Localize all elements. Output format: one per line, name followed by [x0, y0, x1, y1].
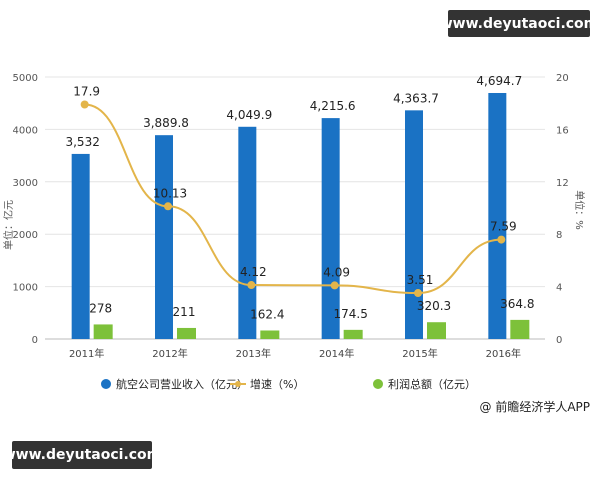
profit-bar [343, 329, 363, 339]
profit-bar [427, 322, 446, 339]
growth-label: 10.13 [153, 186, 187, 200]
watermark-top: www.deyutaoci.com [440, 10, 598, 37]
legend-growth: 增速（%） [250, 377, 304, 391]
y-right-tick: 4 [556, 283, 562, 294]
growth-point [247, 281, 256, 290]
revenue-label: 4,363.7 [393, 91, 439, 105]
credit-text: @ 前瞻经济学人APP [479, 400, 591, 414]
watermark-bottom: www.deyutaoci.com [3, 441, 161, 469]
profit-label: 364.8 [500, 297, 534, 311]
y-left-tick: 1000 [13, 283, 38, 294]
growth-point [330, 281, 339, 290]
legend-revenue-marker [101, 379, 111, 389]
y-left-tick: 5000 [13, 73, 38, 84]
profit-bar [93, 324, 113, 339]
legend-revenue: 航空公司营业收入（亿元） [116, 377, 248, 391]
y-right-tick: 8 [556, 230, 562, 241]
x-tick: 2016年 [486, 347, 521, 360]
growth-point [414, 289, 422, 298]
growth-point [164, 202, 172, 211]
x-tick: 2011年 [69, 347, 104, 360]
x-tick: 2013年 [236, 347, 271, 360]
y-right-label: 单位：% [573, 190, 586, 230]
profit-label: 211 [173, 305, 196, 319]
x-tick: 2014年 [319, 347, 354, 360]
growth-line [84, 103, 502, 295]
profit-label: 174.5 [333, 307, 367, 321]
legend-profit-marker [373, 379, 383, 389]
x-tick: 2012年 [152, 347, 187, 360]
profit-label: 278 [89, 301, 112, 315]
revenue-label: 3,889.8 [143, 116, 189, 130]
revenue-label: 4,049.9 [226, 108, 272, 122]
y-left-tick: 0 [32, 335, 38, 346]
y-right-tick: 12 [556, 178, 569, 189]
profit-label: 320.3 [417, 299, 451, 313]
revenue-bar [405, 110, 423, 339]
x-tick: 2015年 [402, 347, 437, 360]
revenue-bar [71, 153, 90, 339]
y-left-tick: 2000 [13, 230, 38, 241]
y-left-tick: 3000 [13, 178, 38, 189]
profit-bar [260, 330, 280, 339]
y-right-tick: 0 [556, 335, 562, 346]
growth-point [497, 235, 506, 244]
profit-label: 162.4 [250, 307, 284, 321]
revenue-bar [488, 92, 507, 340]
growth-label: 17.9 [73, 85, 100, 99]
growth-label: 4.09 [323, 265, 350, 279]
growth-point [80, 100, 89, 109]
y-left-tick: 4000 [13, 125, 38, 136]
revenue-label: 4,694.7 [476, 74, 522, 88]
legend-profit: 利润总额（亿元） [388, 377, 476, 391]
growth-label: 3.51 [407, 273, 434, 287]
profit-bar [510, 319, 530, 339]
revenue-label: 3,532 [65, 135, 99, 149]
y-right-tick: 16 [556, 125, 569, 136]
y-left-label: 单位：亿元 [2, 200, 15, 250]
revenue-label: 4,215.6 [310, 99, 356, 113]
growth-label: 4.12 [240, 265, 267, 279]
y-right-tick: 20 [556, 73, 569, 84]
profit-bar [177, 327, 196, 339]
legend-growth-dot [235, 381, 241, 387]
growth-label: 7.59 [490, 220, 517, 234]
revenue-bar [155, 135, 173, 339]
